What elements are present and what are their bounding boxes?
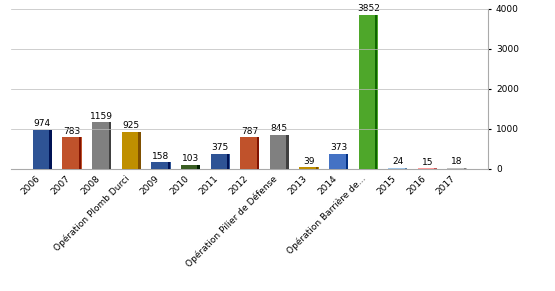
Bar [375, 15, 377, 169]
Text: 375: 375 [211, 143, 229, 152]
Bar [240, 137, 259, 169]
Text: 373: 373 [330, 143, 347, 152]
Bar [49, 130, 52, 169]
Text: 18: 18 [451, 157, 463, 166]
Text: 24: 24 [392, 157, 403, 166]
Text: 845: 845 [271, 124, 288, 133]
Bar [329, 154, 348, 169]
Bar [92, 123, 112, 169]
Bar [227, 154, 229, 169]
Text: 15: 15 [422, 158, 433, 166]
Bar [33, 130, 52, 169]
Text: 3852: 3852 [357, 4, 380, 13]
Bar [359, 15, 378, 169]
Text: 158: 158 [152, 152, 169, 161]
Bar [435, 168, 437, 169]
Bar [168, 162, 170, 169]
Bar [181, 165, 200, 169]
Bar [109, 123, 111, 169]
Bar [152, 162, 170, 169]
Text: 974: 974 [34, 119, 51, 128]
Bar [316, 167, 318, 169]
Text: 783: 783 [63, 127, 80, 136]
Text: 1159: 1159 [90, 112, 113, 121]
Bar [122, 132, 141, 169]
Bar [299, 167, 319, 169]
Text: 787: 787 [241, 127, 259, 136]
Bar [388, 168, 407, 169]
Bar [346, 154, 348, 169]
Bar [79, 137, 81, 169]
Bar [405, 168, 407, 169]
Bar [198, 165, 200, 169]
Text: 103: 103 [182, 154, 199, 163]
Bar [286, 135, 289, 169]
Bar [447, 168, 467, 169]
Bar [256, 137, 259, 169]
Bar [138, 132, 140, 169]
Bar [464, 168, 466, 169]
Text: 39: 39 [303, 157, 315, 166]
Bar [62, 137, 82, 169]
Bar [210, 154, 230, 169]
Text: 925: 925 [123, 121, 140, 130]
Bar [418, 168, 437, 169]
Bar [270, 135, 289, 169]
